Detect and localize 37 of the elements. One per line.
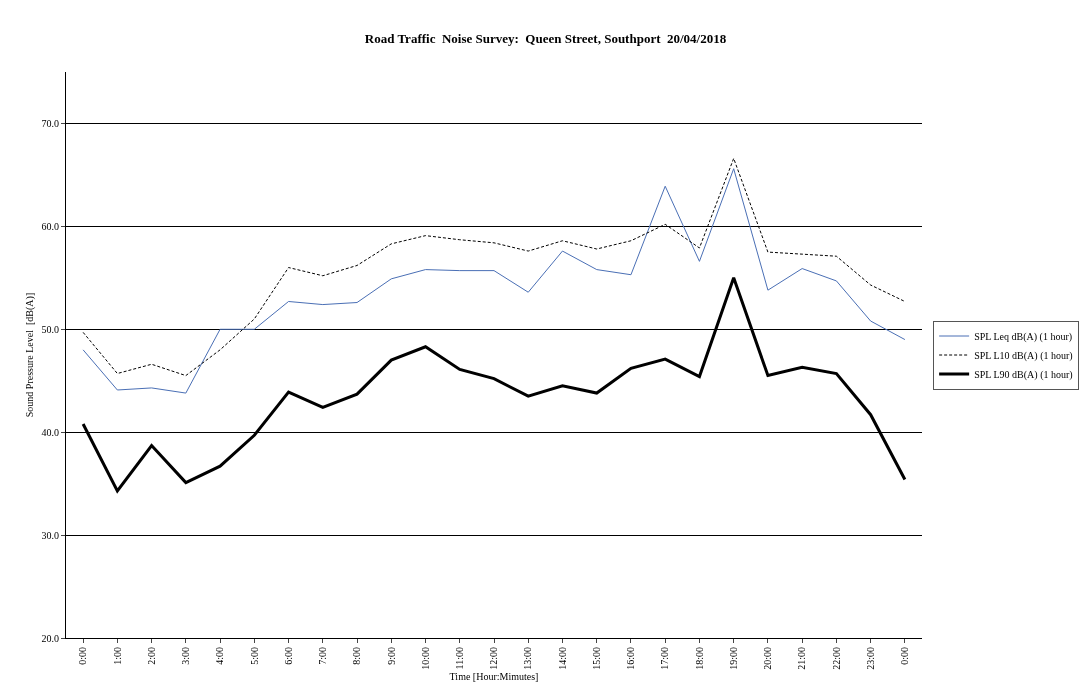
x-tick-label: 0:00 — [899, 647, 911, 665]
y-axis-title: Sound Pressure Level [dB(A)] — [23, 292, 36, 418]
x-tick-label: 7:00 — [317, 647, 329, 665]
x-tick-label: 8:00 — [351, 647, 363, 665]
y-tick-label: 40.0 — [41, 426, 59, 438]
y-tick-label: 20.0 — [41, 632, 59, 644]
y-tick-label: 70.0 — [41, 117, 59, 129]
x-tick-label: 16:00 — [625, 647, 637, 670]
x-tick-label: 9:00 — [385, 647, 397, 665]
x-tick-label: 14:00 — [556, 647, 568, 670]
y-tick-label: 30.0 — [41, 529, 59, 541]
x-tick-label: 12:00 — [488, 647, 500, 670]
x-tick-label: 11:00 — [454, 647, 466, 670]
x-tick-label: 10:00 — [419, 647, 431, 670]
x-tick-label: 1:00 — [111, 647, 123, 665]
x-tick-label: 13:00 — [522, 647, 534, 670]
y-tick-label: 50.0 — [41, 323, 59, 335]
x-tick-label: 0:00 — [77, 647, 89, 665]
x-tick-label: 18:00 — [693, 647, 705, 670]
legend-label: SPL Leq dB(A) (1 hour) — [974, 330, 1073, 343]
x-tick-label: 6:00 — [282, 647, 294, 665]
x-tick-label: 21:00 — [796, 647, 808, 670]
x-tick-label: 3:00 — [180, 647, 192, 665]
legend-label: SPL L90 dB(A) (1 hour) — [974, 368, 1073, 381]
x-tick-label: 4:00 — [214, 647, 226, 665]
x-tick-label: 2:00 — [145, 647, 157, 665]
chart-title: Road Traffic Noise Survey: Queen Street, Southport 20/04/2018 — [364, 30, 727, 46]
y-tick-label: 60.0 — [41, 220, 59, 232]
legend-label: SPL L10 dB(A) (1 hour) — [974, 349, 1073, 362]
x-tick-label: 15:00 — [590, 647, 602, 670]
x-axis-title: Time [Hour:Mimutes] — [449, 671, 539, 683]
x-tick-label: 17:00 — [659, 647, 671, 670]
x-tick-label: 19:00 — [727, 647, 739, 670]
x-tick-label: 5:00 — [248, 647, 260, 665]
x-tick-label: 20:00 — [762, 647, 774, 670]
x-tick-label: 22:00 — [830, 647, 842, 670]
x-tick-label: 23:00 — [864, 647, 876, 670]
